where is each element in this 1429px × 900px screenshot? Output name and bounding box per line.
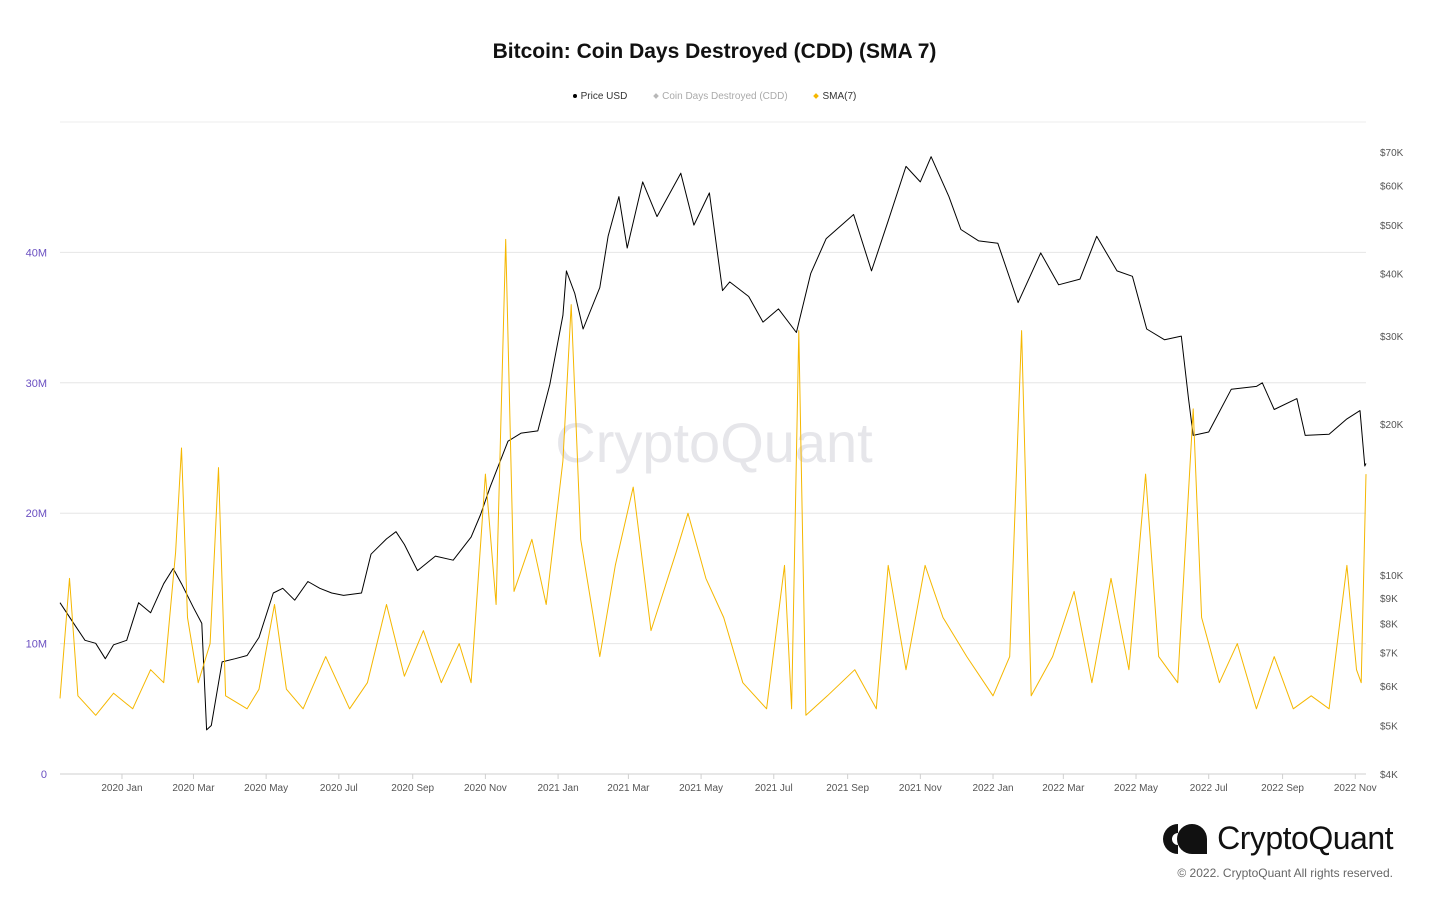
x-axis-tick-label: 2020 Sep xyxy=(391,783,434,794)
legend-cdd-label: Coin Days Destroyed (CDD) xyxy=(662,91,788,102)
cryptoquant-logo-icon xyxy=(1163,823,1208,854)
right-axis-tick-label: $30K xyxy=(1380,332,1404,343)
legend-item-price[interactable]: Price USD xyxy=(572,91,628,102)
chart-plot-area: CryptoQuant 0 10M 20M 30M 40M $4K $5K $6K $7K $8… xyxy=(26,121,1404,794)
sma7-line xyxy=(59,238,1367,716)
x-axis-tick-label: 2022 Nov xyxy=(1334,783,1377,794)
left-axis-tick-label: 20M xyxy=(26,508,47,520)
legend-item-sma[interactable]: SMA(7) xyxy=(813,91,857,102)
x-axis-tick-label: 2020 May xyxy=(244,783,288,794)
left-axis: 0 10M 20M 30M 40M xyxy=(26,247,47,781)
x-axis: 2020 Jan 2020 Mar 2020 May 2020 Jul 2020 Sep… xyxy=(101,774,1377,794)
chart-legend: Price USD Coin Days Destroyed (CDD) SMA(… xyxy=(0,91,1429,102)
legend-sma-label: SMA(7) xyxy=(822,91,857,102)
left-axis-tick-label: 0 xyxy=(41,769,47,781)
legend-price-label: Price USD xyxy=(580,91,628,102)
right-axis: $4K $5K $6K $7K $8K $9K $10K $20K $30K $40K $50K $6… xyxy=(1380,148,1404,781)
right-axis-tick-label: $4K xyxy=(1380,770,1398,781)
right-axis-tick-label: $9K xyxy=(1380,594,1398,605)
right-axis-tick-label: $50K xyxy=(1380,221,1404,232)
grid-lines xyxy=(60,121,1366,775)
x-axis-tick-label: 2022 May xyxy=(1114,783,1158,794)
brand-name: CryptoQuant xyxy=(1217,820,1393,856)
x-axis-tick-label: 2021 Jan xyxy=(538,783,579,794)
brand-logo: CryptoQuant xyxy=(1161,820,1393,857)
x-axis-tick-label: 2021 Mar xyxy=(607,783,650,794)
x-axis-tick-label: 2021 May xyxy=(679,783,723,794)
legend-item-cdd[interactable]: Coin Days Destroyed (CDD) xyxy=(653,91,788,102)
x-axis-tick-label: 2021 Jul xyxy=(755,783,793,794)
copyright-text: © 2022. CryptoQuant All rights reserved. xyxy=(1177,866,1393,880)
right-axis-tick-label: $40K xyxy=(1380,270,1404,281)
right-axis-tick-label: $6K xyxy=(1380,682,1398,693)
price-usd-line xyxy=(59,156,1367,731)
x-axis-tick-label: 2020 Nov xyxy=(464,783,507,794)
right-axis-tick-label: $7K xyxy=(1380,648,1398,659)
x-axis-tick-label: 2022 Mar xyxy=(1042,783,1085,794)
x-axis-tick-label: 2022 Sep xyxy=(1261,783,1304,794)
x-axis-tick-label: 2020 Mar xyxy=(172,783,215,794)
legend-price-dot-icon xyxy=(572,94,577,99)
right-axis-tick-label: $10K xyxy=(1380,571,1404,582)
x-axis-tick-label: 2021 Nov xyxy=(899,783,942,794)
x-axis-tick-label: 2020 Jul xyxy=(320,783,358,794)
x-axis-tick-label: 2022 Jul xyxy=(1190,783,1228,794)
right-axis-tick-label: $8K xyxy=(1380,619,1398,630)
left-axis-tick-label: 10M xyxy=(26,639,47,651)
right-axis-tick-label: $20K xyxy=(1380,420,1404,431)
series-group xyxy=(59,156,1367,731)
watermark-text: CryptoQuant xyxy=(555,411,873,474)
x-axis-tick-label: 2021 Sep xyxy=(826,783,869,794)
x-axis-tick-label: 2020 Jan xyxy=(101,783,142,794)
right-axis-tick-label: $60K xyxy=(1380,181,1404,192)
x-axis-tick-label: 2022 Jan xyxy=(972,783,1013,794)
chart-title: Bitcoin: Coin Days Destroyed (CDD) (SMA … xyxy=(492,40,937,63)
left-axis-tick-label: 30M xyxy=(26,378,47,390)
right-axis-tick-label: $5K xyxy=(1380,722,1398,733)
right-axis-tick-label: $70K xyxy=(1380,148,1404,159)
left-axis-tick-label: 40M xyxy=(26,247,47,259)
